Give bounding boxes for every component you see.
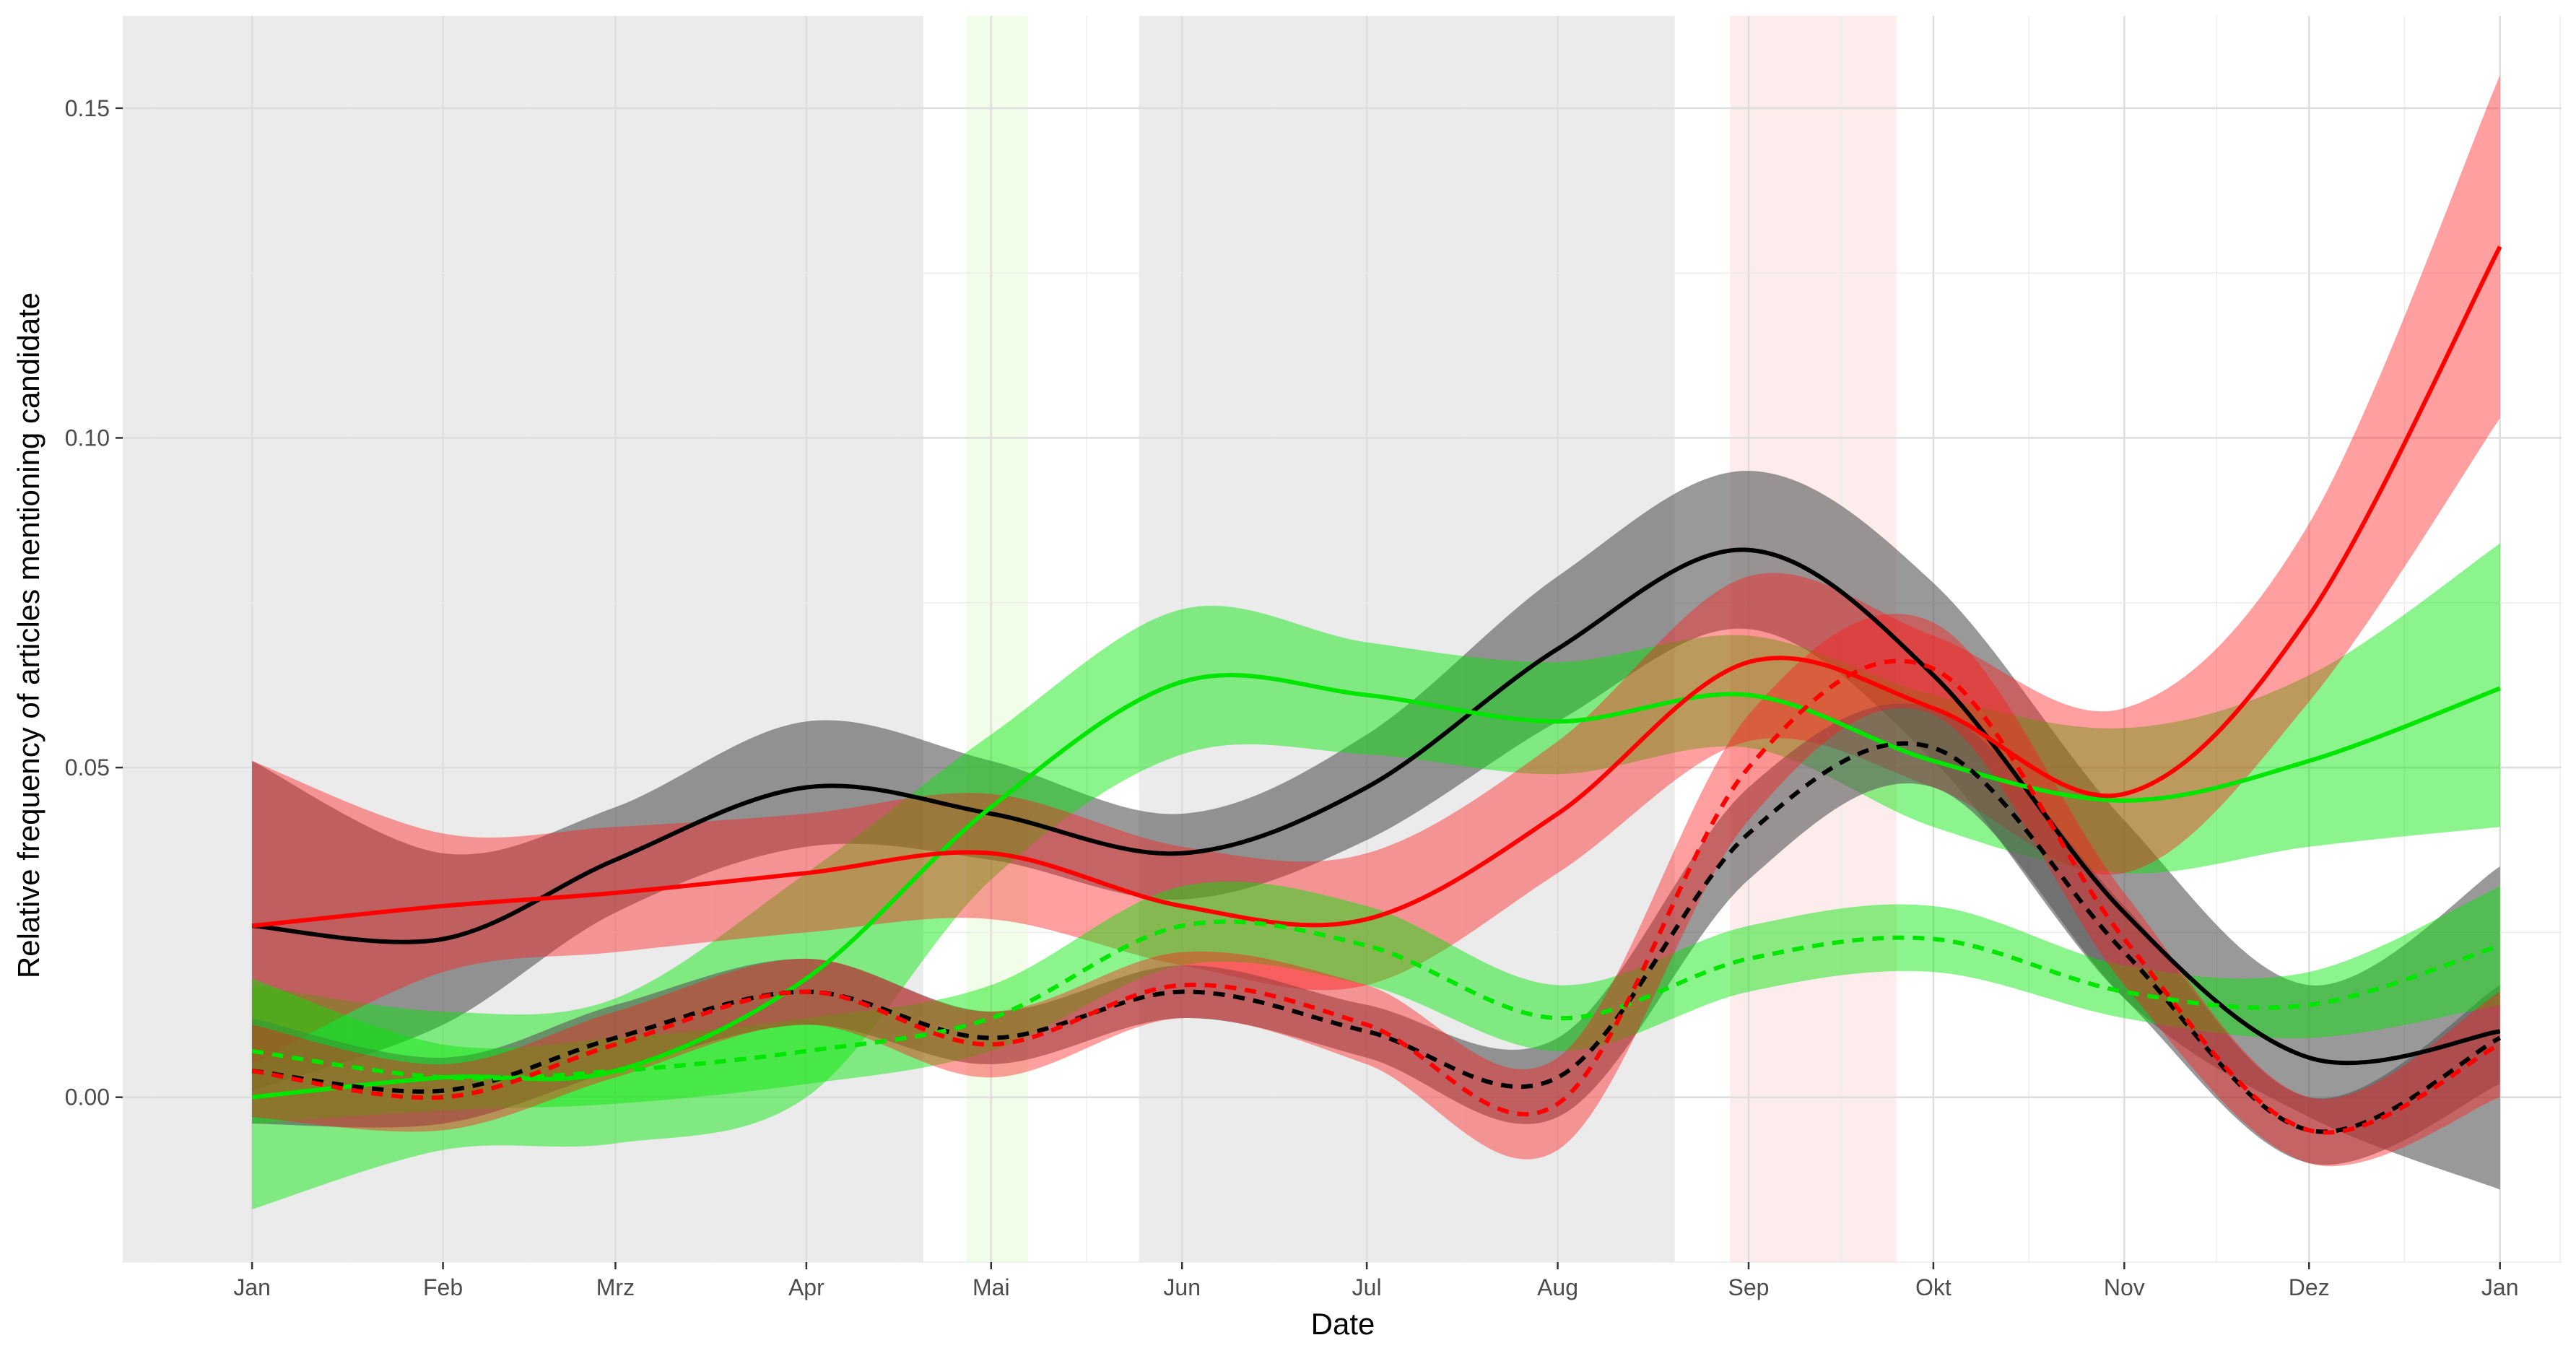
- series-line-5: [251, 919, 2501, 1081]
- series-lines: [251, 245, 2502, 1135]
- x-tick-label: Okt: [1915, 1274, 1951, 1300]
- confidence-band-1: [252, 471, 2500, 1190]
- y-axis-ticks: 0.00 0.05 0.10 0.15: [65, 95, 123, 1110]
- x-tick-label: Dez: [2289, 1274, 2330, 1300]
- x-tick-label: Mai: [972, 1274, 1010, 1300]
- series-line-1: [251, 547, 2501, 1066]
- y-tick-label: 0.10: [65, 425, 110, 451]
- confidence-band-3: [252, 75, 2500, 1065]
- x-tick-label: Aug: [1537, 1274, 1578, 1300]
- series-line-4: [251, 741, 2502, 1134]
- x-tick-label: Jan: [233, 1274, 271, 1300]
- x-tick-label: Feb: [423, 1274, 463, 1300]
- x-tick-label: Jun: [1163, 1274, 1201, 1300]
- y-tick-label: 0.00: [65, 1084, 110, 1110]
- series-line-6: [251, 658, 2501, 1135]
- confidence-band-4: [252, 703, 2500, 1165]
- series-line-3: [251, 245, 2502, 929]
- y-axis-title: Relative frequency of articles mentionin…: [12, 292, 45, 978]
- x-axis-ticks: Jan Feb Mrz Apr Mai Jun Jul Aug Sep Okt Nov Dez Jan: [233, 1262, 2518, 1300]
- x-axis-title: Date: [1311, 1307, 1375, 1341]
- x-tick-label: Sep: [1728, 1274, 1770, 1300]
- x-tick-label: Apr: [788, 1274, 824, 1300]
- y-tick-label: 0.05: [65, 755, 110, 780]
- x-tick-label: Jul: [1352, 1274, 1382, 1300]
- x-tick-label: Mrz: [596, 1274, 635, 1300]
- x-tick-label: Jan: [2481, 1274, 2519, 1300]
- y-tick-label: 0.15: [65, 95, 110, 121]
- confidence-band-5: [252, 881, 2500, 1124]
- x-tick-label: Nov: [2104, 1274, 2145, 1300]
